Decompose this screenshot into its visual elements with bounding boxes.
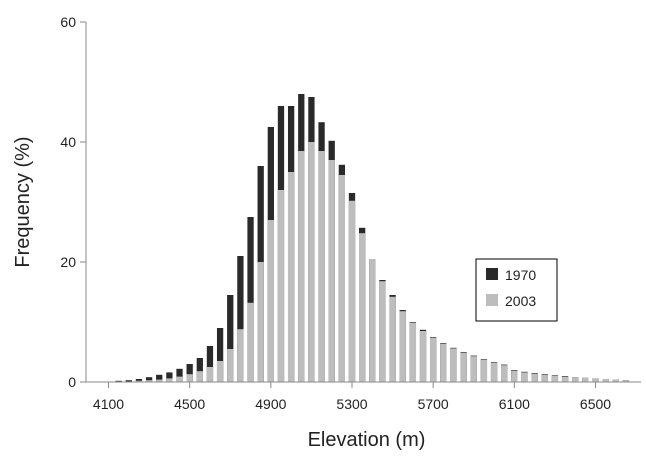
bar-2003 bbox=[227, 349, 234, 382]
bar-2003 bbox=[145, 380, 153, 382]
y-axis: 0 20 40 60 bbox=[60, 14, 86, 390]
bar-2003 bbox=[216, 361, 224, 382]
bar-2003 bbox=[196, 371, 203, 382]
legend: 1970 2003 bbox=[475, 258, 558, 322]
bar-2003 bbox=[511, 370, 518, 382]
bar-2003 bbox=[338, 175, 345, 382]
bar-2003 bbox=[379, 281, 386, 382]
x-tick-label: 6500 bbox=[580, 396, 611, 412]
bar-2003 bbox=[470, 356, 477, 382]
bar-2003 bbox=[328, 160, 335, 382]
y-tick-label: 60 bbox=[60, 14, 76, 30]
bar-2003 bbox=[206, 367, 214, 382]
bar-2003 bbox=[166, 378, 173, 382]
bar-2003 bbox=[480, 359, 488, 382]
bar-2003 bbox=[359, 233, 366, 382]
bar-2003 bbox=[561, 376, 569, 382]
bar-2003 bbox=[521, 372, 528, 382]
bar-1970 bbox=[227, 295, 234, 382]
bar-2003 bbox=[582, 377, 589, 382]
bar-1970 bbox=[125, 380, 132, 382]
bar-2003 bbox=[602, 379, 609, 382]
bars-group bbox=[115, 94, 630, 382]
bar-2003 bbox=[389, 296, 396, 382]
bar-2003 bbox=[460, 352, 467, 382]
x-tick-label: 5300 bbox=[336, 396, 367, 412]
bar-2003 bbox=[612, 379, 619, 382]
bar-1970 bbox=[135, 379, 143, 382]
bar-2003 bbox=[409, 322, 417, 382]
bar-2003 bbox=[318, 151, 325, 382]
legend-swatch-1970 bbox=[486, 268, 498, 280]
bar-2003 bbox=[440, 343, 447, 382]
bar-2003 bbox=[176, 376, 183, 382]
bar-2003 bbox=[419, 331, 427, 382]
bar-2003 bbox=[267, 220, 274, 382]
legend-swatch-2003 bbox=[486, 294, 498, 306]
bar-1970 bbox=[247, 217, 254, 382]
x-tick-label: 6100 bbox=[499, 396, 530, 412]
bar-2003 bbox=[490, 362, 498, 382]
bar-1970 bbox=[156, 374, 163, 382]
bar-1970 bbox=[166, 372, 173, 382]
y-tick-label: 0 bbox=[68, 374, 76, 390]
x-tick-label: 5700 bbox=[418, 396, 449, 412]
bar-2003 bbox=[348, 200, 356, 382]
y-axis-title: Frequency (%) bbox=[12, 136, 34, 267]
bar-2003 bbox=[308, 142, 315, 382]
bar-1970 bbox=[216, 328, 224, 382]
bar-2003 bbox=[247, 302, 254, 382]
bar-2003 bbox=[287, 172, 295, 382]
y-tick-label: 20 bbox=[60, 254, 76, 270]
bar-1970 bbox=[196, 358, 203, 382]
bar-2003 bbox=[186, 374, 193, 382]
bar-1970 bbox=[176, 368, 183, 382]
bar-1970 bbox=[237, 256, 244, 382]
bar-2003 bbox=[135, 380, 143, 382]
bar-2003 bbox=[622, 380, 630, 382]
bar-2003 bbox=[501, 365, 508, 382]
bar-2003 bbox=[541, 374, 548, 382]
bar-1970 bbox=[145, 377, 153, 382]
bar-1970 bbox=[206, 346, 214, 382]
bar-1970 bbox=[186, 364, 193, 382]
x-axis: 4100 4500 4900 5300 5700 6100 6500 bbox=[93, 382, 611, 412]
bar-2003 bbox=[531, 373, 538, 382]
bar-2003 bbox=[551, 376, 559, 382]
x-axis-title: Elevation (m) bbox=[308, 429, 426, 451]
bar-2003 bbox=[369, 259, 376, 382]
bar-2003 bbox=[277, 190, 285, 382]
x-tick-label: 4500 bbox=[174, 396, 205, 412]
bar-2003 bbox=[399, 311, 406, 382]
bar-2003 bbox=[257, 262, 264, 382]
bar-2003 bbox=[592, 378, 599, 382]
bar-2003 bbox=[237, 329, 244, 382]
legend-label-2003: 2003 bbox=[505, 293, 536, 309]
bar-2003 bbox=[298, 151, 305, 382]
bar-2003 bbox=[450, 348, 457, 382]
bar-2003 bbox=[430, 337, 437, 382]
legend-label-1970: 1970 bbox=[505, 267, 536, 283]
y-tick-label: 40 bbox=[60, 134, 76, 150]
x-tick-label: 4900 bbox=[255, 396, 286, 412]
bar-2003 bbox=[156, 379, 163, 382]
x-tick-label: 4100 bbox=[93, 396, 124, 412]
bar-2003 bbox=[572, 377, 579, 382]
